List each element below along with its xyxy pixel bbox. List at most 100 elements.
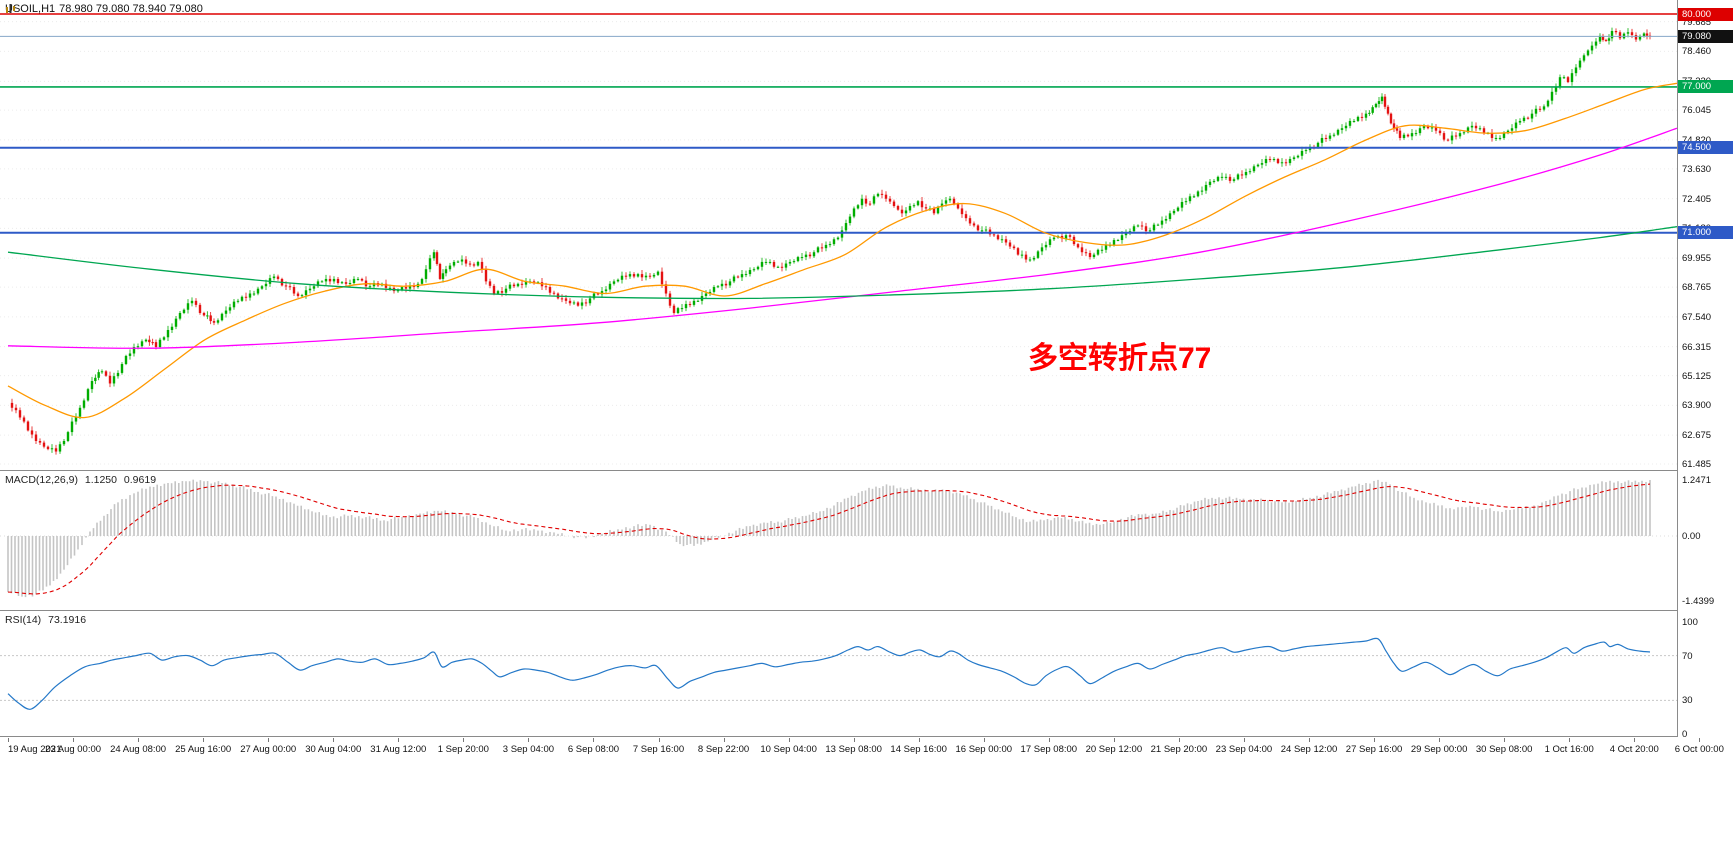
time-label: 6 Oct 00:00 [1674,744,1724,755]
macd-panel[interactable]: MACD(12,26,9) 1.1250 0.9619 [0,471,1733,610]
candle-body [1304,150,1308,152]
candle-body [1084,252,1088,254]
candle-body [384,283,388,288]
candle-body [352,278,356,283]
candle-body [1360,116,1364,118]
candle-body [1104,244,1108,250]
candle-body [1120,235,1124,241]
candle-body [14,407,18,411]
candle-body [696,300,700,302]
candle-body [1582,55,1586,61]
candle-body [1332,134,1336,136]
time-label: 1 Sep 20:00 [437,744,489,755]
candle-body [592,293,596,299]
candle-body [764,261,768,263]
candle-body [804,254,808,258]
candle-body [732,276,736,282]
candle-body [932,208,936,214]
candle-body [1578,60,1582,68]
candle-body [66,432,70,441]
candle-body [1236,174,1240,180]
candle-body [232,301,236,308]
candle-body [1276,159,1280,164]
candle-body [1296,155,1300,158]
candle-body [1478,128,1482,130]
candle-body [660,271,664,285]
candle-body [640,274,644,278]
macd-signal-value: 0.9619 [123,474,157,486]
candle-body [1268,159,1272,161]
time-tick [788,738,790,742]
price-tick: 68.765 [1682,282,1712,294]
candle-body [492,285,496,294]
candle-body [1389,113,1393,124]
candle-body [62,440,66,445]
candle-body [952,198,956,204]
candle-body [740,274,744,278]
candle-body [206,315,209,317]
candle-body [1426,125,1430,129]
candle-body [752,269,756,271]
time-label: 19 Aug 2021 [8,744,62,755]
candle-body [1292,157,1296,160]
candle-body [1220,176,1224,178]
main-chart-panel[interactable]: USOIL,H1 78.980 79.080 78.940 79.080 多空转… [0,0,1733,470]
candle-body [760,261,764,267]
price-axis[interactable]: 79.68578.46077.23076.04574.82073.63072.4… [1678,0,1733,740]
candle-body [500,291,504,293]
candle-body [844,223,848,231]
candle-body [572,302,576,304]
candle-body [1430,127,1434,129]
candle-body [1570,73,1574,83]
candle-body [178,312,182,319]
candle-body [240,296,244,301]
candle-body [904,210,908,214]
candle-body [736,276,740,278]
macd-signal-line [7,483,1651,595]
candle-body [536,282,540,284]
candle-body [1598,35,1602,42]
candle-body [162,337,166,340]
candle-body [1228,176,1232,181]
candle-body [300,295,304,297]
candle-body [1526,117,1530,119]
candle-body [1076,244,1080,248]
candle-body [652,274,656,277]
candle-body [1352,120,1356,122]
candle-body [1514,122,1518,129]
candle-body [664,284,668,294]
candle-body [1184,201,1188,203]
candle-body [464,259,468,264]
candle-body [820,247,824,249]
time-tick [1439,738,1441,742]
candle-body [1044,244,1048,248]
candle-body [264,283,268,287]
time-label: 14 Sep 16:00 [890,744,947,755]
rsi-panel[interactable]: RSI(14) 73.1916 [0,611,1733,736]
candle-body [600,291,604,295]
candle-body [1344,125,1348,129]
candle-body [756,266,760,270]
panel-divider [0,610,1733,611]
candle-body [1188,196,1192,202]
candle-body [136,346,140,348]
candle-body [1244,171,1248,176]
candle-body [916,201,920,206]
time-label: 4 Oct 20:00 [1609,744,1659,755]
time-label: 24 Sep 12:00 [1280,744,1338,755]
candle-body [864,198,868,204]
candle-body [1458,133,1462,137]
candle-body [624,275,628,277]
candle-body [692,300,696,305]
candle-body [190,300,194,304]
candle-body [30,430,34,435]
candle-body [956,203,960,209]
candle-body [636,274,640,277]
time-axis[interactable]: 19 Aug 2021 23 Aug 00:00 24 Aug 08:00 25 Au… [0,737,1733,765]
candle-body [400,287,404,291]
time-label: 31 Aug 12:00 [370,744,427,755]
candle-body [512,284,516,287]
candle-body [42,442,46,447]
candle-body [708,291,712,294]
candle-body [452,261,456,266]
